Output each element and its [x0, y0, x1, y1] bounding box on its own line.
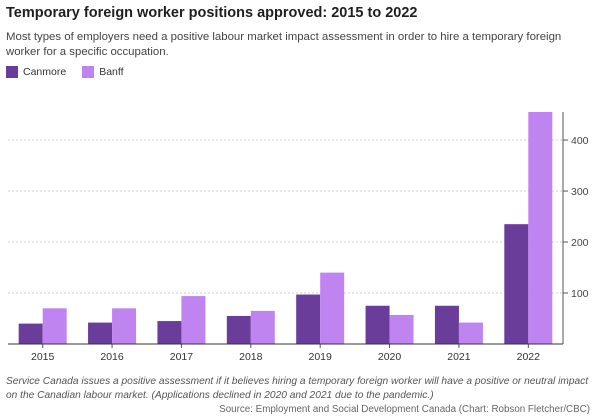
x-tick-label: 2015: [31, 351, 55, 363]
bar-canmore-2018: [226, 315, 251, 344]
legend-swatch-banff: [82, 66, 95, 78]
bar-canmore-2022: [504, 224, 529, 344]
chart-title: Temporary foreign worker positions appro…: [6, 5, 418, 21]
x-tick-label: 2017: [170, 351, 194, 363]
x-tick-label: 2018: [239, 351, 263, 363]
bar-canmore-2020: [365, 305, 390, 344]
legend: Canmore Banff: [6, 66, 140, 78]
bar-banff-2018: [250, 310, 275, 344]
chart-subtitle: Most types of employers need a positive …: [6, 31, 562, 58]
x-tick-label: 2022: [517, 351, 541, 363]
x-tick-label: 2019: [309, 351, 333, 363]
y-tick-label: 400: [571, 135, 589, 147]
bar-banff-2019: [320, 272, 345, 344]
chart-source: Source: Employment and Social Developmen…: [219, 404, 590, 415]
legend-swatch-canmore: [6, 66, 18, 78]
y-tick-label: 200: [571, 237, 589, 249]
legend-item-canmore: Canmore: [6, 66, 66, 78]
chart-note: Service Canada issues a positive assessm…: [6, 376, 589, 401]
bar-banff-2022: [528, 112, 553, 344]
bar-canmore-2015: [18, 323, 43, 344]
bar-banff-2015: [42, 308, 67, 344]
bar-canmore-2019: [296, 294, 321, 344]
bar-banff-2016: [112, 308, 137, 344]
y-tick-label: 100: [571, 288, 589, 300]
y-tick-label: 300: [571, 186, 589, 198]
x-tick-label: 2016: [100, 351, 124, 363]
x-tick-label: 2020: [378, 351, 402, 363]
legend-label-canmore: Canmore: [23, 66, 67, 78]
bar-canmore-2021: [434, 305, 459, 344]
bar-banff-2020: [389, 314, 414, 344]
bar-banff-2021: [458, 322, 483, 344]
legend-label-banff: Banff: [99, 66, 124, 78]
bar-canmore-2017: [157, 321, 182, 344]
legend-item-banff: Banff: [82, 66, 124, 78]
x-tick-label: 2021: [447, 351, 471, 363]
bar-canmore-2016: [88, 322, 113, 344]
bar-banff-2017: [181, 296, 206, 344]
